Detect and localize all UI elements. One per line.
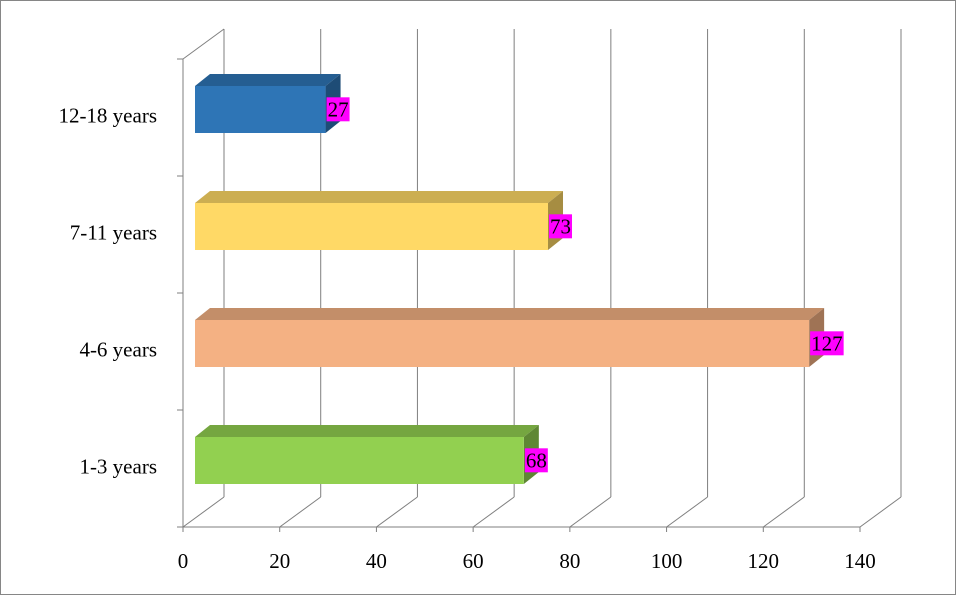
grid-line [859,496,902,528]
bar [195,203,549,250]
bar-top [195,191,564,203]
data-label-bg [549,214,573,239]
data-label-bg [524,448,548,473]
data-label: 68 [526,448,547,472]
y-tick-label: 12-18 years [58,103,157,127]
bar-top [195,308,825,320]
y-tick-label: 4-6 years [79,337,157,361]
grid-line [666,496,708,528]
bar-top [195,74,341,86]
bar [195,437,524,484]
grid-line [472,496,515,528]
grid-line [376,496,418,528]
y-tick-label: 1-3 years [79,454,157,478]
bar [195,320,810,367]
data-label: 27 [328,97,349,121]
x-tick-label: 100 [651,549,683,573]
grid-line [182,496,225,528]
x-tick-label: 0 [178,549,189,573]
x-tick-label: 80 [559,549,580,573]
x-tick-label: 60 [463,549,484,573]
y-tick-label: 7-11 years [70,220,157,244]
data-label-bg [810,331,844,356]
grid-line [569,496,612,528]
wall-edge [182,28,225,60]
bar [195,86,326,133]
x-tick-label: 40 [366,549,387,573]
bar-top [195,425,539,437]
x-tick-label: 120 [748,549,780,573]
data-label: 73 [550,214,571,238]
data-label-bg [326,97,350,122]
x-tick-label: 20 [269,549,290,573]
grid-line [762,496,805,528]
x-tick-label: 140 [844,549,876,573]
grid-line [279,496,322,528]
data-label: 127 [811,331,843,355]
